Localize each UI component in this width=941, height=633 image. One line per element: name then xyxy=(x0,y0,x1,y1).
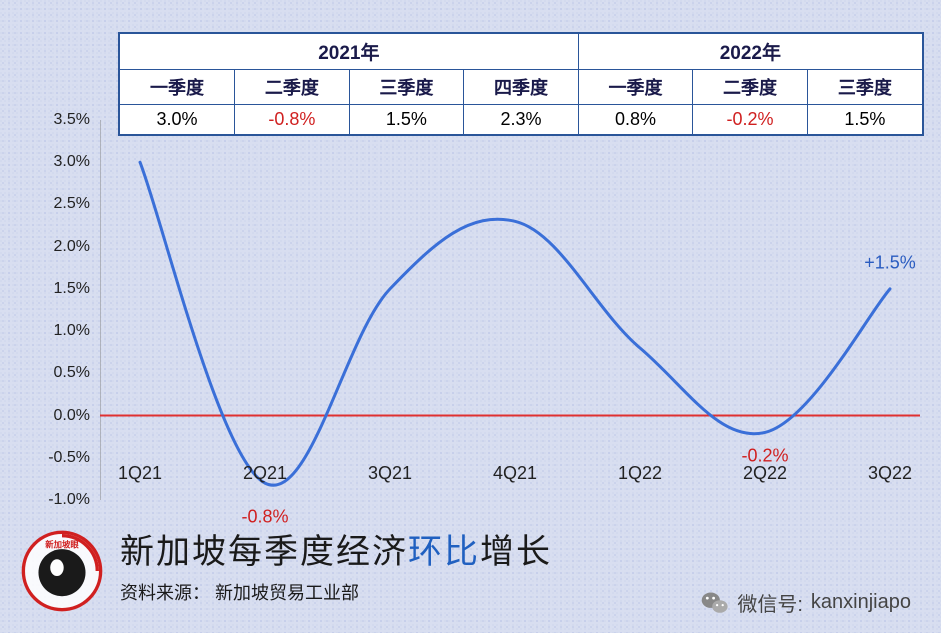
table-quarter-cell: 一季度 xyxy=(578,70,693,105)
y-tick-label: 1.5% xyxy=(54,280,90,298)
title-post: 增长 xyxy=(480,533,552,571)
table-quarter-cell: 三季度 xyxy=(807,70,923,105)
source-line: 资料来源： 新加坡贸易工业部 xyxy=(120,579,552,605)
table-year-row: 2021年2022年 xyxy=(119,33,923,70)
table-quarter-row: 一季度二季度三季度四季度一季度二季度三季度 xyxy=(119,70,923,105)
y-tick-label: -0.5% xyxy=(48,449,90,467)
x-tick-label: 4Q21 xyxy=(493,463,537,484)
y-tick-label: 1.0% xyxy=(54,322,90,340)
data-point-label: +1.5% xyxy=(864,252,916,273)
chart-title: 新加坡每季度经济环比增长 xyxy=(120,524,552,573)
source-label: 资料来源： xyxy=(120,583,210,603)
y-tick-label: 0.0% xyxy=(54,407,90,425)
y-tick-label: 0.5% xyxy=(54,364,90,382)
footer: 微信号: kanxinjiapo xyxy=(701,588,911,617)
chart-container: 2021年2022年 一季度二季度三季度四季度一季度二季度三季度 3.0%-0.… xyxy=(0,0,941,633)
y-tick-label: 2.5% xyxy=(54,195,90,213)
source-value: 新加坡贸易工业部 xyxy=(215,583,359,603)
title-block: 新加坡每季度经济环比增长 资料来源： 新加坡贸易工业部 xyxy=(120,524,552,605)
x-axis-ticks: 1Q212Q213Q214Q211Q222Q223Q22-0.8%-0.2%+1… xyxy=(100,120,920,500)
chart-area: -1.0% -0.5% 0.0% 0.5% 1.0% 1.5% 2.0% 2.5% 3.0% 3.… xyxy=(20,110,920,510)
table-quarter-cell: 四季度 xyxy=(464,70,579,105)
table-quarter-cell: 二季度 xyxy=(235,70,350,105)
title-pre: 新加坡每季度经济 xyxy=(120,533,408,571)
table-quarter-cell: 二季度 xyxy=(693,70,808,105)
table-year-cell: 2021年 xyxy=(119,33,578,70)
title-highlight: 环比 xyxy=(408,533,480,571)
y-tick-label: 2.0% xyxy=(54,238,90,256)
footer-value: kanxinjiapo xyxy=(811,591,911,614)
y-tick-label: 3.0% xyxy=(54,153,90,171)
table-year-cell: 2022年 xyxy=(578,33,923,70)
y-tick-label: 3.5% xyxy=(54,111,90,129)
brand-logo-icon: 新加坡眼 xyxy=(20,529,104,613)
y-axis-ticks: -1.0%-0.5%0.0%0.5%1.0%1.5%2.0%2.5%3.0%3.… xyxy=(20,120,98,500)
data-point-label: -0.2% xyxy=(741,446,788,467)
x-tick-label: 1Q21 xyxy=(118,463,162,484)
x-tick-label: 3Q21 xyxy=(368,463,412,484)
x-tick-label: 3Q22 xyxy=(868,463,912,484)
y-tick-label: -1.0% xyxy=(48,491,90,509)
wechat-icon xyxy=(701,589,729,617)
table-quarter-cell: 三季度 xyxy=(349,70,464,105)
svg-text:新加坡眼: 新加坡眼 xyxy=(45,539,79,549)
table-quarter-cell: 一季度 xyxy=(119,70,235,105)
footer-label: 微信号: xyxy=(737,588,803,617)
x-tick-label: 2Q21 xyxy=(243,463,287,484)
x-tick-label: 1Q22 xyxy=(618,463,662,484)
